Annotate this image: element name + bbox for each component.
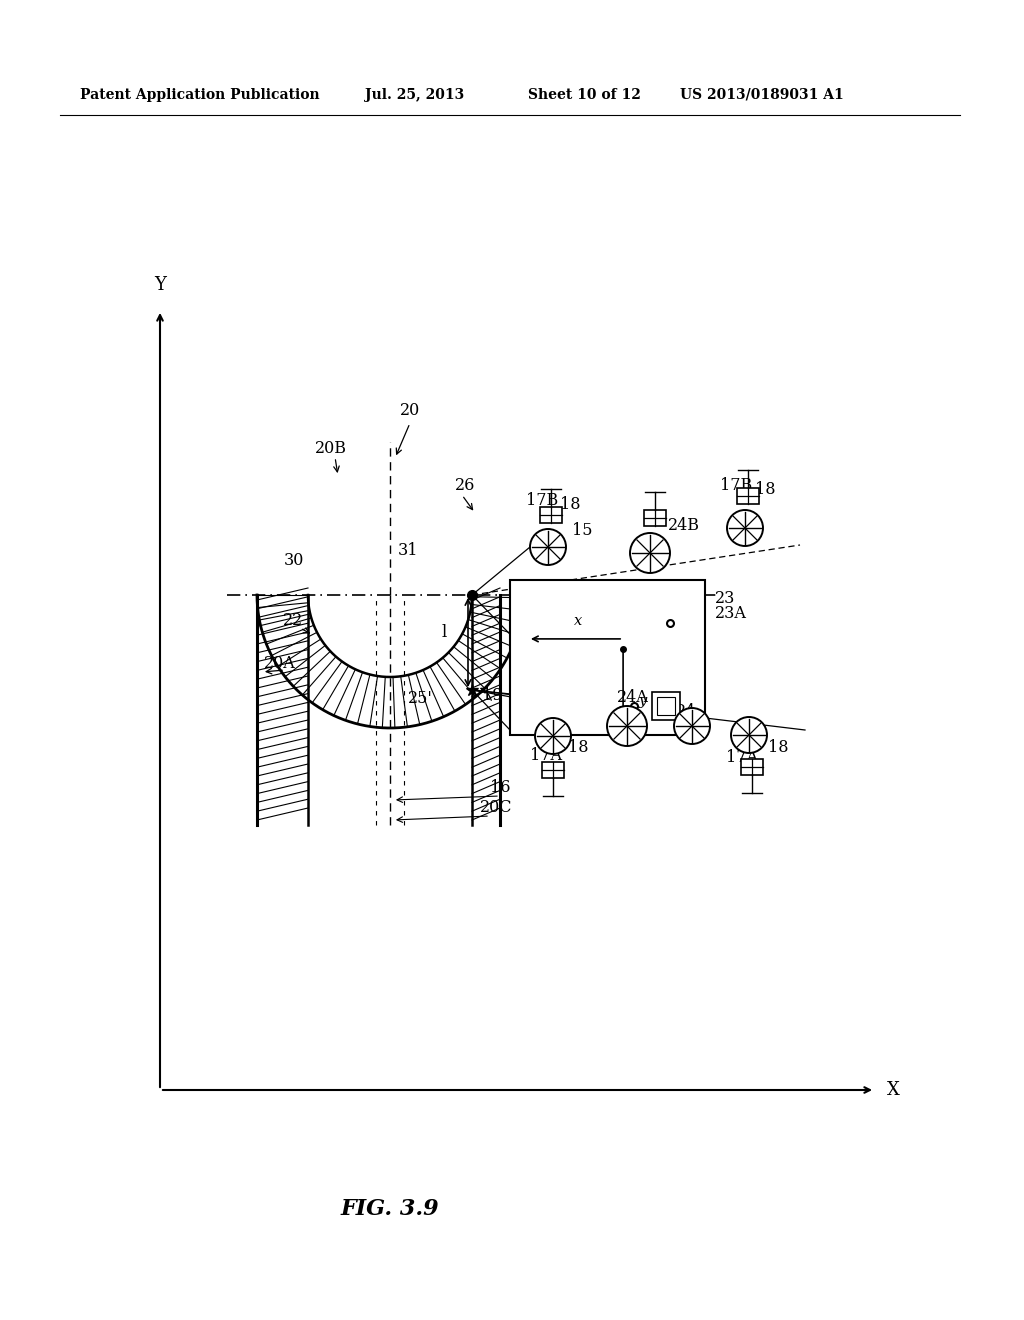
Circle shape (674, 708, 710, 744)
Text: 20B: 20B (315, 440, 347, 457)
Text: US 2013/0189031 A1: US 2013/0189031 A1 (680, 88, 844, 102)
Circle shape (535, 718, 571, 754)
Text: 23: 23 (715, 590, 735, 607)
Text: 15: 15 (572, 521, 593, 539)
Text: 23A: 23A (715, 605, 746, 622)
Text: 25': 25' (408, 690, 433, 708)
Text: 18: 18 (768, 739, 788, 756)
Bar (657, 697, 676, 715)
Bar (542, 762, 564, 777)
Text: 18: 18 (560, 496, 581, 513)
Text: 30: 30 (284, 552, 304, 569)
Bar (540, 507, 562, 523)
Circle shape (530, 529, 566, 565)
Text: FIG. 3.9: FIG. 3.9 (341, 1199, 439, 1220)
Text: Jul. 25, 2013: Jul. 25, 2013 (365, 88, 464, 102)
Text: 26: 26 (455, 477, 475, 494)
Text: 17B: 17B (720, 477, 753, 494)
Bar (737, 488, 759, 504)
Text: 17A: 17A (726, 748, 758, 766)
Text: 24: 24 (676, 704, 696, 719)
Text: l: l (442, 624, 447, 642)
Text: x: x (574, 614, 583, 628)
Bar (510, 579, 705, 735)
Text: Y: Y (154, 276, 166, 294)
Bar (652, 692, 680, 719)
Text: 24A: 24A (617, 689, 649, 706)
Bar (741, 759, 763, 775)
Text: 20: 20 (400, 403, 420, 418)
Bar (644, 510, 666, 525)
Text: 17B: 17B (526, 492, 558, 510)
Text: 18: 18 (755, 480, 775, 498)
Text: X: X (887, 1081, 900, 1100)
Text: 24B: 24B (668, 517, 700, 535)
Text: 17A: 17A (530, 747, 562, 764)
Circle shape (727, 510, 763, 546)
Text: 20A: 20A (264, 655, 296, 672)
Circle shape (731, 717, 767, 752)
Text: 19: 19 (482, 686, 503, 704)
Text: Patent Application Publication: Patent Application Publication (80, 88, 319, 102)
Text: y: y (638, 694, 646, 708)
Text: 20C: 20C (480, 799, 512, 816)
Text: 18: 18 (568, 739, 589, 756)
Text: 16: 16 (490, 779, 511, 796)
Text: Sheet 10 of 12: Sheet 10 of 12 (528, 88, 641, 102)
Circle shape (630, 533, 670, 573)
Text: 31: 31 (398, 543, 419, 558)
Circle shape (607, 706, 647, 746)
Text: 22: 22 (283, 612, 303, 630)
